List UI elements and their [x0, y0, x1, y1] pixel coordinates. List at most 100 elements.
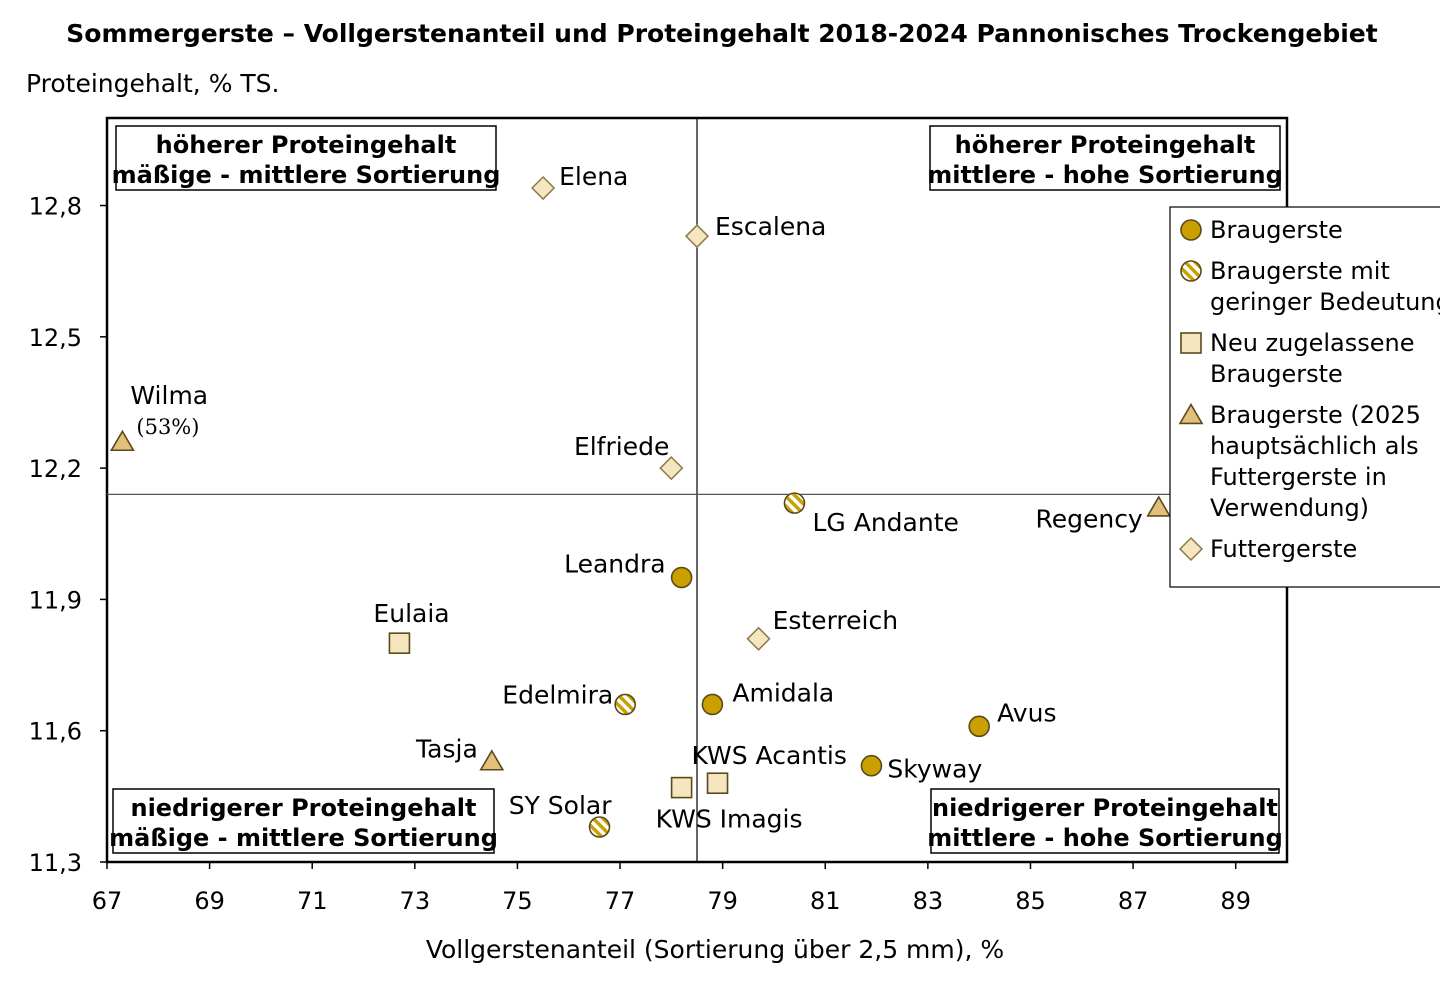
x-tick-label: 79	[707, 887, 738, 915]
legend-box	[1169, 206, 1440, 588]
data-point: Elfriede	[574, 432, 684, 481]
quadrant-label-line: höherer Proteingehalt	[156, 131, 457, 159]
triangle-marker	[479, 749, 505, 771]
y-axis-ticks: 11,3 11,6 11,9 12,2 12,5 12,8	[29, 193, 107, 877]
data-point: SY Solar	[509, 791, 613, 838]
legend-label: Neu zugelassene	[1210, 329, 1415, 357]
legend-label: geringer Bedeutung	[1210, 288, 1440, 316]
hatched-circle-marker	[783, 492, 806, 514]
quadrant-label-line: mittlere - hohe Sortierung	[927, 161, 1283, 189]
x-tick-label: 83	[913, 887, 944, 915]
diamond-marker	[531, 175, 556, 201]
data-point: Tasja	[415, 734, 505, 771]
diamond-marker	[746, 626, 771, 651]
data-point: LG Andante	[783, 492, 959, 537]
hatched-circle-marker	[614, 693, 636, 716]
point-label: Escalena	[715, 212, 826, 241]
legend-label: Futtergerste	[1210, 535, 1357, 563]
x-tick-label: 71	[297, 887, 328, 915]
x-tick-label: 87	[1118, 887, 1149, 915]
quadrant-label-line: mäßige - mittlere Sortierung	[112, 161, 501, 189]
y-tick-label: 11,6	[29, 718, 82, 746]
point-label: Eulaia	[373, 599, 449, 628]
series-braugerste_2025: Wilma (53%) Regency Tasja	[109, 381, 1172, 771]
point-label: Amidala	[732, 678, 834, 707]
triangle-marker	[109, 429, 135, 452]
data-point: Amidala	[701, 678, 834, 716]
point-label: Avus	[997, 698, 1056, 727]
circle-marker	[968, 715, 990, 738]
x-axis-label: Vollgerstenanteil (Sortierung über 2,5 m…	[426, 935, 1004, 964]
circle-marker	[860, 754, 883, 777]
data-point: Leandra	[564, 550, 693, 589]
legend-item-braugerste_2025: Braugerste (2025 hauptsächlich als Futterg…	[1178, 401, 1421, 522]
data-point: Elena	[531, 162, 628, 201]
legend-item-braugerste_gering: Braugerste mit geringer Bedeutung	[1180, 257, 1440, 316]
point-label: Tasja	[415, 734, 478, 763]
point-label: Leandra	[564, 550, 666, 579]
data-point: Edelmira	[502, 680, 636, 716]
quadrant-label-box	[929, 125, 1281, 191]
chart-title: Sommergerste – Vollgerstenanteil und Pro…	[66, 19, 1377, 48]
data-point: Avus	[968, 698, 1056, 738]
legend-label: Futtergerste in	[1210, 463, 1387, 491]
data-points: Leandra Amidala Avus Skyway LG Andante Edelmi…	[109, 162, 1172, 838]
point-label: Edelmira	[502, 680, 613, 709]
square-marker	[706, 772, 729, 795]
legend-label: Braugerste (2025	[1210, 401, 1421, 429]
square-marker	[1180, 332, 1202, 354]
circle-marker	[1180, 219, 1202, 241]
quadrant-label-box	[112, 788, 495, 854]
quadrant-label-line: niedrigerer Proteingehalt	[932, 794, 1278, 822]
quadrant-label-line: mittlere - hohe Sortierung	[927, 824, 1283, 852]
legend-label: Braugerste	[1210, 360, 1343, 388]
x-tick-label: 77	[605, 887, 636, 915]
hatched-circle-marker	[1180, 260, 1202, 282]
data-point: Wilma (53%)	[109, 381, 208, 452]
legend-label: Braugerste	[1210, 216, 1343, 244]
triangle-marker	[1178, 402, 1204, 425]
quadrant-label-box	[115, 125, 497, 191]
x-axis-ticks: 67 69 71 73 75 77 79 81 83 85 87 89	[92, 862, 1251, 915]
data-point: Escalena	[684, 212, 826, 249]
legend-label: Verwendung)	[1210, 494, 1369, 522]
point-label: SY Solar	[509, 791, 613, 820]
quadrant-label-line: niedrigerer Proteingehalt	[130, 794, 476, 822]
legend-label: hauptsächlich als	[1210, 432, 1419, 460]
data-point: Regency	[1035, 495, 1172, 534]
data-point: Skyway	[860, 754, 982, 784]
point-label: Skyway	[887, 755, 982, 784]
data-point: Eulaia	[373, 599, 450, 654]
series-futtergerste: Elena Escalena Elfriede Esterreich	[531, 162, 898, 651]
series-braugerste_gering: LG Andante Edelmira SY Solar	[502, 492, 959, 838]
point-label: LG Andante	[812, 508, 958, 537]
data-point: Esterreich	[746, 606, 898, 651]
series-braugerste: Leandra Amidala Avus Skyway	[564, 550, 1056, 784]
point-sublabel: (53%)	[136, 415, 199, 439]
triangle-marker	[1146, 495, 1172, 517]
legend-label: Braugerste mit	[1210, 257, 1390, 285]
data-point: KWS Acantis	[692, 741, 847, 795]
circle-marker	[670, 566, 693, 589]
square-marker	[670, 776, 693, 799]
point-label: Wilma	[130, 381, 208, 410]
x-tick-label: 67	[92, 887, 123, 915]
quadrant-label-line: mäßige - mittlere Sortierung	[109, 824, 498, 852]
y-tick-label: 12,5	[29, 324, 82, 352]
point-label: KWS Imagis	[656, 805, 803, 834]
x-tick-label: 73	[400, 887, 431, 915]
diamond-marker	[659, 456, 684, 481]
quadrant-label-line: höherer Proteingehalt	[955, 131, 1256, 159]
point-label: KWS Acantis	[692, 741, 847, 770]
y-axis-label: Proteingehalt, % TS.	[26, 69, 279, 98]
y-tick-label: 12,8	[29, 193, 82, 221]
diamond-marker	[1178, 536, 1204, 562]
y-tick-label: 11,3	[29, 849, 82, 877]
x-tick-label: 69	[194, 887, 225, 915]
